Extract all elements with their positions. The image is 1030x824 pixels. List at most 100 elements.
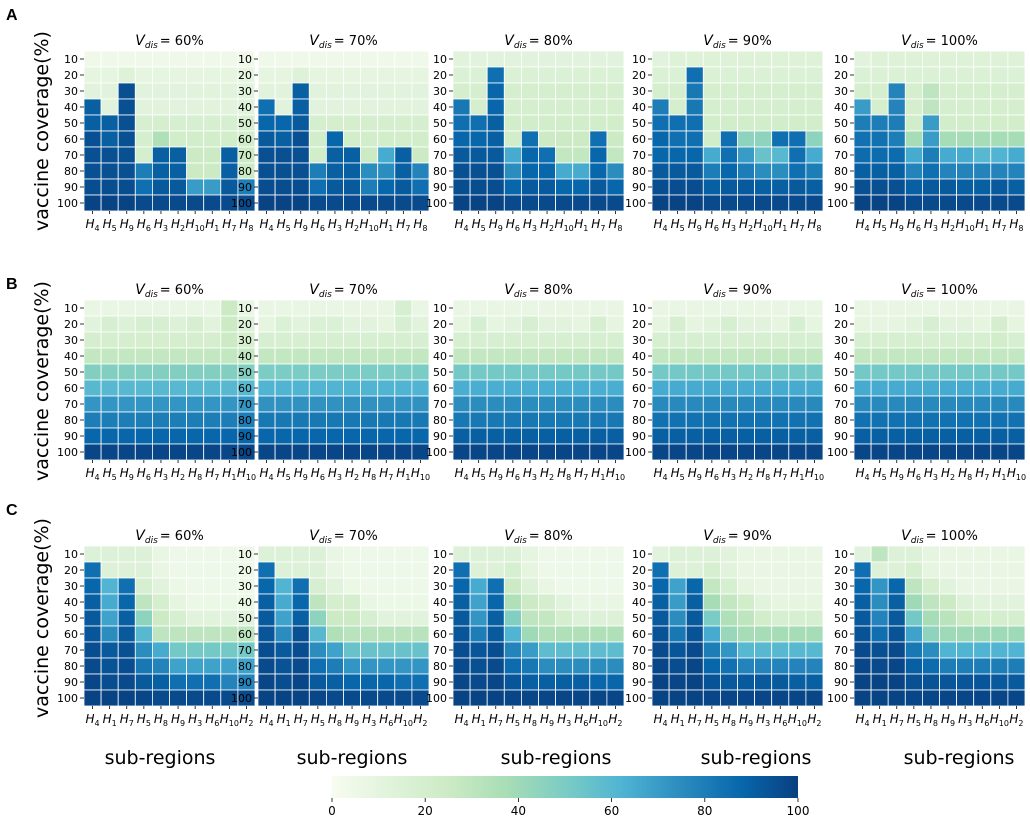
heatmap-cell xyxy=(887,162,906,180)
heatmap-cell xyxy=(904,114,923,132)
heatmap-cell xyxy=(922,593,940,611)
heatmap-cell xyxy=(325,50,344,68)
heatmap-cell xyxy=(291,347,310,365)
heatmap-cell xyxy=(606,66,625,84)
heatmap-cell xyxy=(572,411,591,429)
heatmap-cell xyxy=(805,593,824,611)
heatmap-cell xyxy=(360,641,379,659)
heatmap-cell xyxy=(771,561,790,579)
heatmap-cell xyxy=(308,194,327,212)
colorbar-tick-label: 40 xyxy=(511,804,526,818)
heatmap-cell xyxy=(257,299,276,317)
heatmap-cell xyxy=(685,395,704,413)
heatmap-cell xyxy=(411,577,430,595)
x-tick-label: H1 xyxy=(396,466,410,482)
heatmap-cell xyxy=(486,689,505,707)
heatmap-cell xyxy=(606,641,625,659)
heatmap-cell xyxy=(973,130,992,148)
x-tick-label: H6 xyxy=(506,466,520,482)
heatmap-cell xyxy=(606,130,625,148)
heatmap-cell xyxy=(572,657,591,675)
heatmap-cell xyxy=(394,331,413,349)
heatmap-cell xyxy=(186,379,205,397)
heatmap-cell xyxy=(887,363,906,381)
heatmap-cell xyxy=(805,315,824,333)
heatmap-title: Vdis = 80% xyxy=(504,282,572,300)
x-tick-label: H3 xyxy=(154,217,168,233)
heatmap-cell xyxy=(1007,689,1026,707)
heatmap-cell xyxy=(853,379,872,397)
heatmap-cell xyxy=(538,315,557,333)
heatmap-cell xyxy=(151,593,170,611)
heatmap-cell xyxy=(720,363,738,381)
x-tick-label: H7 xyxy=(975,466,989,482)
heatmap-cell xyxy=(788,194,807,212)
heatmap-cell xyxy=(169,114,188,132)
heatmap-cell xyxy=(720,411,738,429)
x-tick-label: H10 xyxy=(805,466,824,482)
y-tick-label: 60 xyxy=(238,628,252,641)
heatmap-cell xyxy=(343,82,362,100)
heatmap-cell xyxy=(870,427,889,445)
heatmap-cell xyxy=(521,657,539,675)
x-axis-label-4: sub-regions xyxy=(701,747,812,769)
heatmap-cell xyxy=(503,98,522,116)
heatmap-cell xyxy=(308,427,327,445)
heatmap-cell xyxy=(169,641,188,659)
heatmap-cell xyxy=(83,561,102,579)
heatmap-cell xyxy=(117,82,136,100)
heatmap-cell xyxy=(411,427,430,445)
heatmap-cell xyxy=(394,395,413,413)
heatmap-cell xyxy=(737,443,756,461)
heatmap-cell xyxy=(1007,577,1026,595)
heatmap-cell xyxy=(973,609,992,627)
x-tick-label: H5 xyxy=(103,217,117,233)
heatmap-cell xyxy=(904,66,923,84)
heatmap-cell xyxy=(1007,657,1026,675)
heatmap-cell xyxy=(737,130,756,148)
heatmap-cell xyxy=(853,411,872,429)
heatmap-cell xyxy=(486,561,505,579)
heatmap-cell xyxy=(668,577,687,595)
heatmap-cell xyxy=(1007,98,1026,116)
heatmap-cell xyxy=(452,625,471,643)
heatmap-cell xyxy=(503,363,522,381)
heatmap-cell xyxy=(572,299,591,317)
heatmap-cell xyxy=(117,673,136,691)
heatmap-cell xyxy=(904,315,923,333)
heatmap-cell xyxy=(973,363,992,381)
heatmap-cell xyxy=(452,66,471,84)
heatmap-cell xyxy=(720,146,738,164)
heatmap-cell xyxy=(291,561,310,579)
heatmap-cell xyxy=(377,50,396,68)
heatmap-cell xyxy=(606,50,625,68)
x-tick-label: H7 xyxy=(688,712,702,728)
heatmap-cell xyxy=(702,331,721,349)
heatmap-cell xyxy=(325,593,344,611)
heatmap-cell xyxy=(100,66,119,84)
heatmap-cell xyxy=(134,689,153,707)
heatmap-cell xyxy=(589,66,608,84)
heatmap-cell xyxy=(274,114,293,132)
heatmap-cell xyxy=(555,347,574,365)
heatmap-cell xyxy=(887,411,906,429)
heatmap-cell xyxy=(538,66,557,84)
heatmap-cell xyxy=(169,443,188,461)
heatmap-cell xyxy=(922,545,940,563)
heatmap-cell xyxy=(1007,395,1026,413)
heatmap-cell xyxy=(486,443,505,461)
heatmap-cell xyxy=(685,689,704,707)
heatmap-cell xyxy=(606,443,625,461)
heatmap-cell xyxy=(788,363,807,381)
heatmap-cell xyxy=(737,363,756,381)
y-tick-label: 10 xyxy=(238,548,252,561)
heatmap-cell xyxy=(394,641,413,659)
heatmap-cell xyxy=(651,427,670,445)
x-tick-label: H7 xyxy=(489,712,503,728)
heatmap-title: Vdis = 100% xyxy=(901,33,978,51)
heatmap-cell xyxy=(771,657,790,675)
heatmap-cell xyxy=(788,673,807,691)
y-tick-label: 20 xyxy=(433,564,447,577)
heatmap-cell xyxy=(169,561,188,579)
